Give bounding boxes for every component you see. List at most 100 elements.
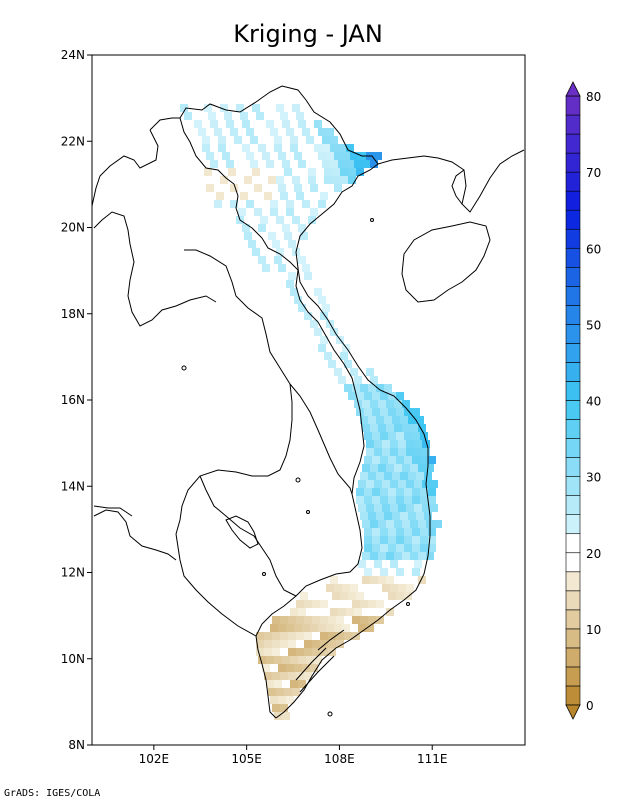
kriging-cell: [240, 112, 248, 120]
kriging-cell: [206, 184, 214, 192]
kriging-cell: [184, 112, 192, 120]
kriging-cell: [330, 576, 338, 584]
colorbar-arrow-bottom: [565, 704, 581, 720]
kriging-cell: [314, 160, 322, 168]
colorbar-segment: [565, 305, 581, 325]
colorbar-segment: [565, 647, 581, 668]
colorbar-segment: [565, 286, 581, 306]
kriging-cell: [182, 128, 190, 136]
kriging-cell: [222, 184, 230, 192]
kriging-cell: [406, 448, 414, 456]
kriging-cell: [248, 112, 256, 120]
kriging-cell: [380, 392, 388, 400]
kriging-cell: [346, 376, 354, 384]
kriging-cell: [388, 456, 396, 464]
kriging-cell: [300, 168, 308, 176]
kriging-cell: [414, 480, 422, 488]
kriging-cell: [336, 600, 344, 608]
kriging-cell: [198, 152, 206, 160]
kriging-cell: [298, 160, 306, 168]
kriging-cell: [298, 288, 306, 296]
kriging-cell: [326, 344, 334, 352]
kriging-cell: [350, 152, 358, 160]
kriging-cell: [356, 168, 364, 176]
kriging-cell: [228, 216, 236, 224]
island-4: [262, 572, 266, 576]
kriging-cell: [306, 136, 314, 144]
kriging-cell: [308, 168, 316, 176]
kriging-cell: [262, 152, 270, 160]
kriging-cell: [194, 136, 202, 144]
kriging-cell: [320, 312, 328, 320]
kriging-cell: [372, 528, 380, 536]
kriging-cell: [226, 136, 234, 144]
kriging-cell: [262, 208, 270, 216]
kriging-cell: [406, 560, 414, 568]
island-3: [306, 510, 310, 514]
colorbar-segment: [565, 590, 581, 611]
kriging-cell: [268, 232, 276, 240]
kriging-cell: [376, 416, 384, 424]
kriging-cell: [310, 584, 318, 592]
kriging-cell: [356, 592, 364, 600]
kriging-cell: [362, 576, 370, 584]
kriging-cell: [288, 240, 296, 248]
kriging-cell: [304, 616, 312, 624]
kriging-cell: [230, 152, 238, 160]
kriging-cell: [418, 552, 426, 560]
kriging-cell: [392, 472, 400, 480]
kriging-cell: [334, 584, 342, 592]
kriging-cell: [320, 600, 328, 608]
kriging-cell: [314, 136, 322, 144]
colorbar-segment: [565, 209, 581, 230]
kriging-cell: [418, 576, 426, 584]
kriging-cell: [236, 104, 244, 112]
kriging-cell: [276, 688, 284, 696]
kriging-cell: [404, 568, 412, 576]
kriging-cell: [258, 656, 266, 664]
kriging-cell: [260, 104, 268, 112]
kriging-cell: [374, 480, 382, 488]
kriging-cell: [412, 536, 420, 544]
kriging-cell: [312, 616, 320, 624]
kriging-cell: [318, 320, 326, 328]
kriging-cell: [410, 520, 418, 528]
kriging-cell: [280, 192, 288, 200]
kriging-cell: [322, 304, 330, 312]
kriging-cell: [372, 432, 380, 440]
kriging-cell: [428, 528, 436, 536]
coastline-hainan: [401, 221, 491, 303]
lat-tick-label: 14N: [61, 479, 85, 493]
colorbar-segment: [565, 133, 581, 154]
kriging-cell: [380, 456, 388, 464]
kriging-cell: [420, 456, 428, 464]
kriging-cell: [242, 120, 250, 128]
kriging-cell: [418, 424, 426, 432]
kriging-cell: [278, 200, 286, 208]
colorbar-segment: [565, 95, 581, 116]
kriging-cell: [408, 472, 416, 480]
kriging-cell: [354, 160, 362, 168]
colorbar-segment: [565, 685, 581, 706]
kriging-cell: [228, 176, 236, 184]
coastline-china: [377, 149, 525, 213]
kriging-cell: [298, 256, 306, 264]
kriging-cell: [238, 208, 246, 216]
kriging-cell: [296, 632, 304, 640]
kriging-cell: [290, 656, 298, 664]
kriging-cell: [286, 264, 294, 272]
kriging-cell: [390, 504, 398, 512]
kriging-cell: [286, 664, 294, 672]
kriging-cell: [282, 656, 290, 664]
kriging-cell: [232, 112, 240, 120]
kriging-cell: [206, 128, 214, 136]
kriging-cell: [412, 496, 420, 504]
kriging-cell: [372, 536, 380, 544]
kriging-cell: [380, 544, 388, 552]
kriging-cell: [370, 424, 378, 432]
kriging-cell: [268, 176, 276, 184]
kriging-cell: [280, 112, 288, 120]
kriging-cell: [388, 496, 396, 504]
kriging-cell: [278, 664, 286, 672]
kriging-cell: [388, 408, 396, 416]
